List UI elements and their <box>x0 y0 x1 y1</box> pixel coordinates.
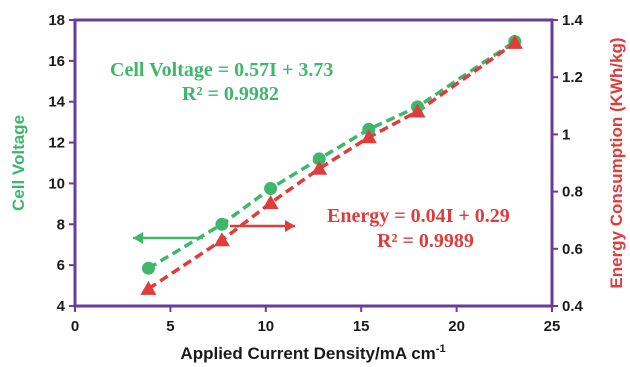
x-axis-title: Applied Current Density/mA cm-1 <box>180 343 445 363</box>
y-right-tick-label: 0.8 <box>562 184 583 201</box>
y-left-tick-label: 4 <box>57 298 66 315</box>
energy-point <box>262 195 279 210</box>
x-axis-title-main: Applied Current Density/mA cm <box>180 344 435 363</box>
arrow-head <box>285 220 295 232</box>
x-tick-label: 10 <box>257 318 274 335</box>
energy-point <box>213 232 230 247</box>
y-left-tick-label: 16 <box>48 53 65 70</box>
y-right-tick-label: 1.4 <box>562 12 584 29</box>
arrow-head <box>133 232 143 244</box>
y-left-tick-label: 18 <box>48 12 65 29</box>
energy-equation: Energy = 0.04I + 0.29 <box>327 205 510 227</box>
energy-point <box>409 103 426 118</box>
voltage-axis-arrow <box>133 232 203 244</box>
energy-point <box>506 34 523 49</box>
y-right-tick-label: 1 <box>562 126 570 143</box>
y-left-tick-label: 14 <box>48 94 65 111</box>
energy-point <box>140 280 157 295</box>
plot-frame <box>73 18 554 308</box>
x-axis-title-sup: -1 <box>436 343 446 355</box>
y-left-tick-label: 6 <box>57 257 65 274</box>
x-tick-label: 0 <box>71 318 79 335</box>
markers-layer <box>140 34 523 295</box>
energy-r-squared: R² = 0.9989 <box>377 230 474 252</box>
energy-point <box>311 160 328 175</box>
voltage-point <box>141 261 155 275</box>
y-left-tick-label: 12 <box>48 135 65 152</box>
y-left-tick-label: 10 <box>48 175 65 192</box>
x-tick-label: 20 <box>448 318 465 335</box>
x-tick-label: 25 <box>544 318 561 335</box>
y-right-tick-label: 0.4 <box>562 298 584 315</box>
y-right-tick-label: 0.6 <box>562 241 583 258</box>
voltage-r-squared: R² = 0.9982 <box>182 83 279 105</box>
voltage-equation: Cell Voltage = 0.57I + 3.73 <box>110 59 333 81</box>
y-left-tick-label: 8 <box>57 216 65 233</box>
voltage-point <box>215 217 229 231</box>
voltage-point <box>312 152 326 166</box>
x-tick-label: 5 <box>166 318 174 335</box>
y-right-axis-title: Energy Consumption (KWh/kg) <box>607 37 626 288</box>
energy-point <box>360 129 377 144</box>
y-right-tick-label: 1.2 <box>562 69 583 86</box>
y-left-axis-title: Cell Voltage <box>9 115 28 211</box>
ticks-layer: 0 5 10 15 20 25 4 6 8 10 12 14 16 18 0.4 0.6 0.8 1 1.2 1.4 <box>48 12 583 335</box>
x-tick-label: 15 <box>353 318 370 335</box>
voltage-point <box>264 182 278 196</box>
energy-axis-arrow <box>230 220 295 232</box>
